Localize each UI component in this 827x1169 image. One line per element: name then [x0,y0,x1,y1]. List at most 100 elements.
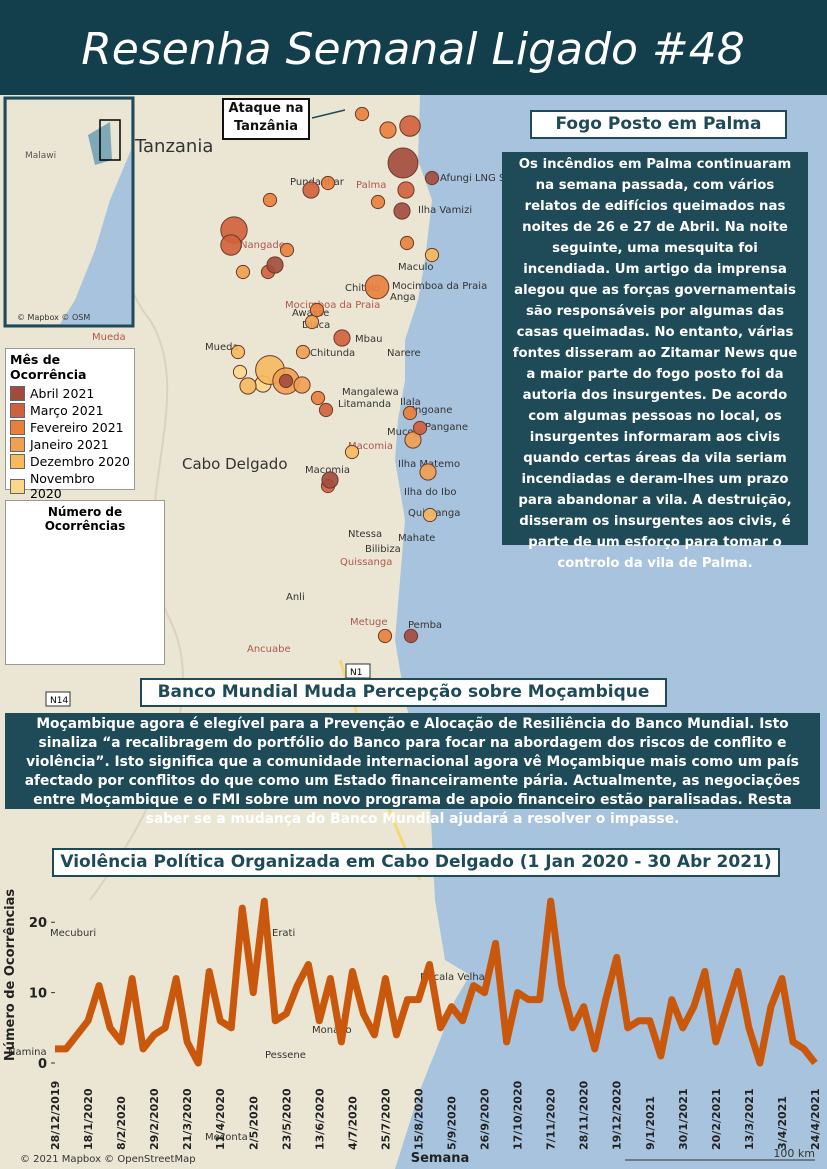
place-label: Erati [272,928,295,939]
place-label: Afungi LNG Site [440,173,518,184]
x-tick-label: 19/12/2020 [611,1080,624,1150]
place-label: Awasse [292,308,329,319]
x-tick-label: 17/10/2020 [512,1080,525,1150]
inset: Malawi © Mapbox © OSM [3,96,135,328]
place-label: Narere [387,348,421,359]
x-tick-label: 26/9/2020 [479,1088,492,1150]
legend-item: Março 2021 [6,402,134,419]
event-bubble [318,402,334,418]
inset-attribution: © Mapbox © OSM [17,313,90,322]
place-label: Pemba [408,620,442,631]
event-bubble [278,373,294,389]
event-bubble [419,463,437,481]
month-legend: Mês de Ocorrência Abril 2021 Março 2021 Fe… [5,348,135,501]
place-label: Mbau [355,334,382,345]
x-tick-label: 11/4/2020 [214,1088,227,1150]
x-tick-label: 4/7/2020 [346,1096,359,1150]
place-label: Pessene [265,1050,306,1061]
event-bubble [266,256,284,274]
legend-swatch [10,478,25,494]
place-label: Ilala [400,397,421,408]
x-tick-label: 18/1/2020 [82,1088,95,1150]
series-line [55,897,818,1067]
x-tick-label: 9/1/2021 [644,1096,657,1150]
inset-label: Malawi [25,151,56,161]
place-label: Palma [356,180,386,191]
place-label: Monapo [312,1025,352,1036]
legend-item: Dezembro 2020 [6,453,134,470]
y-tick-label: 20 [29,916,47,931]
place-label: Ntessa [348,529,382,540]
road-shield [45,691,71,707]
banco-title: Banco Mundial Muda Percepção sobre Moçam… [140,678,667,707]
x-tick-label: 13/6/2020 [313,1088,326,1150]
chart-title: Violência Política Organizada em Cabo De… [52,848,780,877]
legend-label: Abril 2021 [30,386,95,401]
place-label: Bilibiza [365,544,401,555]
event-bubble [262,192,278,208]
inset-box [99,119,121,161]
legend-item: Abril 2021 [6,385,134,402]
place-label: Maculo [398,262,434,273]
event-bubble [404,431,422,449]
place-label: Ilha Vamizi [418,205,472,216]
event-bubble [379,121,397,139]
legend-label: Março 2021 [30,403,104,418]
event-bubble [309,302,325,318]
event-bubble [364,274,390,300]
place-label: Mucojo [387,427,422,438]
event-bubble [310,390,326,406]
x-tick-label: 21/3/2020 [181,1088,194,1150]
place-label: Macomia [348,441,393,452]
place-label: Mueda [92,332,126,343]
x-tick-label: 7/11/2020 [545,1088,558,1150]
event-bubble [399,235,415,251]
banco-text: Moçambique agora é elegível para a Preve… [5,713,820,827]
title: Resenha Semanal Ligado #48 [81,24,745,75]
palma-title: Fogo Posto em Palma [530,110,787,139]
x-tick-label: 24/4/2021 [809,1088,822,1150]
event-bubble [422,507,438,523]
x-tick-label: 25/7/2020 [379,1088,392,1150]
place-label: Anga [390,292,416,303]
place-label: Pundanhar [290,177,345,188]
legend-swatch [10,403,25,418]
y-tick-label: 10 [29,987,47,1002]
event-bubble [295,344,311,360]
event-bubble [302,181,320,199]
x-tick-label: 2/5/2020 [247,1096,260,1150]
map-marks: Tanzania Palma Afungi LNG Site Pundanhar Ilh… [8,106,518,1143]
place-label: Mahate [398,533,435,544]
place-label: Nangade [240,240,285,251]
x-tick-label: 3/4/2021 [776,1096,789,1150]
event-bubble [220,234,242,256]
place-label: Mueda [205,342,239,353]
event-bubble [230,344,246,360]
event-bubble [304,314,320,330]
palma-text: Os incêndios em Palma continuaram na sem… [502,152,808,571]
place-label: Tanzania [134,136,213,157]
x-tick-label: 8/2/2020 [115,1096,128,1150]
place-label: Mecuburi [50,928,96,939]
place-label: Mangalewa [342,387,399,398]
legend-item: Fevereiro 2021 [6,419,134,436]
x-axis-label: Semana [411,1151,470,1166]
legend-title: Mês de Ocorrência [10,352,87,382]
place-label: Chitunda [310,348,355,359]
event-bubble [333,329,351,347]
event-bubble [403,628,419,644]
y-axis-label: Número de Ocorrências [3,889,18,1062]
event-bubble [393,202,411,220]
place-label: Ilha do Ibo [404,487,456,498]
event-bubble [239,377,257,395]
place-label: Chitoio [345,283,380,294]
road-label: N14 [50,696,68,706]
place-label: Anli [286,592,305,603]
event-bubble [232,364,248,380]
event-bubble [402,405,418,421]
legend-label: Janeiro 2021 [30,437,109,452]
x-tick-label: 5/9/2020 [446,1096,459,1150]
x-tick-label: 29/2/2020 [148,1088,161,1150]
place-label: Mocimboa da Praia [285,300,380,311]
